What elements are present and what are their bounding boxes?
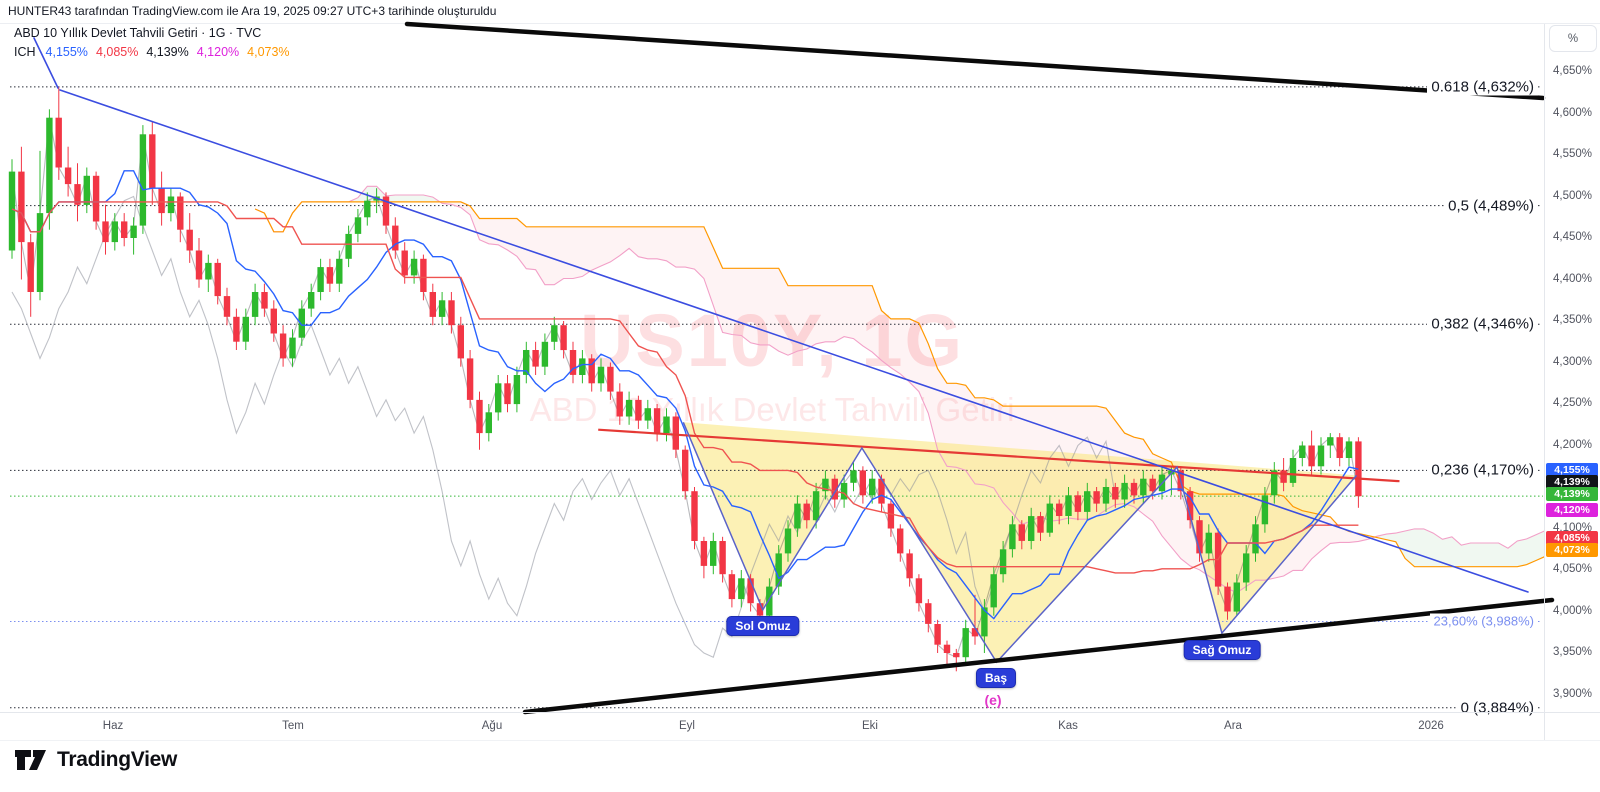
price-scale-tick: 4,100% [1553,521,1593,534]
price-value-label: 4,073% [1546,543,1598,557]
ichimoku-legend-row[interactable]: ICH 4,155% 4,085% 4,139% 4,120% 4,073% [14,44,290,59]
price-value-label: 4,139% [1546,487,1598,501]
ichimoku-value: 4,085% [95,44,139,59]
pattern-fill[interactable] [683,422,1357,663]
time-scale-tick: 2026 [1418,720,1444,732]
price-scale-tick: 4,000% [1553,604,1593,617]
ichimoku-value: 4,120% [196,44,240,59]
price-scale-tick: 4,600% [1553,106,1593,119]
price-scale-tick: 3,900% [1553,687,1593,700]
fib-level-label[interactable]: 23,60% (3,988%) [1429,613,1538,629]
price-scale-tick: 3,950% [1553,646,1593,658]
chikou-span-line [11,195,1116,658]
close-price-line [11,117,1359,658]
time-scale-tick: Eki [862,720,878,732]
price-scale-tick: 4,250% [1553,397,1593,409]
time-scale-separator [0,712,1600,713]
price-scale-tick: 4,400% [1553,272,1593,285]
fib-level-label[interactable]: 0,5 (4,489%) [1444,197,1538,215]
senkou-span-b-line [254,201,1544,568]
time-scale-tick: Kas [1058,720,1078,732]
price-scale-tick: 4,500% [1553,189,1593,202]
tenkan-sen-line [11,170,1359,620]
ichimoku-value: 4,073% [247,44,290,59]
kijun-sen-line [11,201,1359,574]
pattern-label[interactable]: Baş [975,668,1017,688]
ichimoku-value: 4,155% [45,44,88,59]
candlestick-series[interactable] [8,86,1362,672]
descending-blue-trendline[interactable] [59,89,1529,593]
elliott-wave-label[interactable]: (e) [984,692,1002,708]
pattern-label[interactable]: Sağ Omuz [1183,640,1261,660]
time-scale-tick: Ağu [481,720,503,732]
price-scale-separator [1544,24,1545,740]
neckline[interactable] [598,428,1400,483]
upper-black-trendline[interactable] [404,21,1546,101]
legend-blue-segment[interactable] [33,37,59,89]
footer-separator [0,740,1600,741]
price-scale-unit-button[interactable]: % [1549,25,1597,52]
chart-legend[interactable]: ABD 10 Yıllık Devlet Tahvili Getiri · 1G… [14,27,290,58]
tradingview-logo[interactable]: TradingView [14,747,177,773]
tradingview-logo-icon [15,750,46,770]
tradingview-logo-text: TradingView [57,748,178,771]
pattern-label[interactable]: Sol Omuz [726,616,800,636]
time-scale-tick: Tem [282,720,304,732]
price-scale-tick: 4,450% [1553,231,1593,243]
fib-retracement-lines[interactable] [10,86,1542,709]
lower-black-trendline[interactable] [522,597,1555,715]
price-value-label: 4,120% [1546,503,1598,517]
indicator-name[interactable]: ICH [14,44,36,59]
chart-top-border [0,23,1600,24]
fib-level-label[interactable]: 0,382 (4,346%) [1427,315,1538,333]
price-scale-tick: 4,200% [1553,438,1593,451]
time-scale-tick: Haz [102,720,124,732]
price-scale-tick: 4,650% [1553,65,1593,77]
price-value-label: 4,139% [1546,475,1598,489]
ichimoku-value: 4,139% [146,44,189,59]
senkou-span-a-line [254,185,1544,594]
attribution-text: HUNTER43 tarafından TradingView.com ile … [8,4,497,18]
price-value-label: 4,085% [1546,531,1598,545]
fib-level-label[interactable]: 0,236 (4,170%) [1427,461,1538,479]
price-scale-tick: 4,300% [1553,355,1593,368]
time-scale-tick: Eyl [679,720,695,732]
price-scale-tick: 4,050% [1553,563,1593,575]
price-scale-tick: 4,550% [1553,148,1593,160]
time-scale-tick: Ara [1224,720,1242,732]
price-scale-tick: 4,350% [1553,314,1593,326]
fib-level-label[interactable]: 0 (3,884%) [1456,699,1538,717]
symbol-title[interactable]: ABD 10 Yıllık Devlet Tahvili Getiri · 1G… [14,26,262,40]
fib-level-label[interactable]: 0.618 (4,632%) [1427,78,1538,96]
price-value-label: 4,155% [1546,463,1598,477]
